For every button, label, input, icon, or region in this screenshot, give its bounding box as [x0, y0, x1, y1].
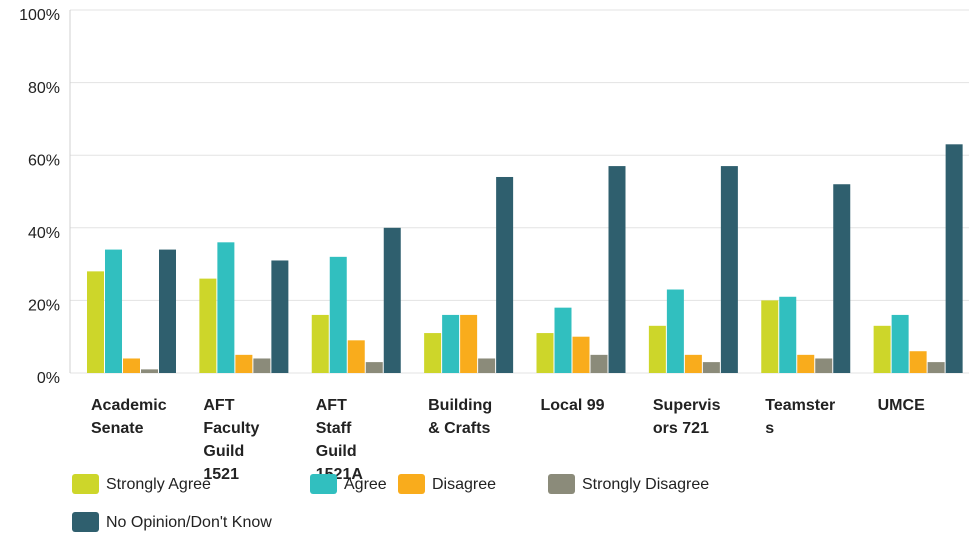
legend-swatch: [398, 474, 425, 494]
legend-swatch: [72, 474, 99, 494]
bar: [873, 325, 891, 373]
y-tick-label: 0%: [37, 370, 60, 387]
x-tick-label: AFT Faculty Guild 1521: [203, 397, 259, 483]
legend-label: Agree: [344, 476, 387, 493]
bar: [87, 271, 104, 373]
bar: [945, 144, 963, 373]
bar: [199, 278, 217, 373]
x-tick-label: Academic Senate: [91, 397, 167, 437]
bar: [383, 227, 401, 373]
legend-label: Strongly Disagree: [582, 476, 709, 493]
y-tick-label: 60%: [28, 152, 60, 169]
bar: [684, 354, 702, 373]
bar: [554, 307, 572, 373]
bar: [779, 296, 797, 373]
x-tick-label: Teamster s: [765, 397, 835, 437]
legend-swatch: [548, 474, 575, 494]
bar: [424, 333, 442, 373]
bar: [460, 314, 478, 373]
bar: [159, 249, 176, 373]
bar: [105, 249, 122, 373]
bar: [365, 362, 383, 373]
bar: [590, 354, 608, 373]
bar: [648, 325, 666, 373]
bar: [496, 176, 514, 373]
bar: [253, 358, 271, 373]
legend-label: Disagree: [432, 476, 496, 493]
bar: [815, 358, 833, 373]
legend-swatch: [310, 474, 337, 494]
legend-label: No Opinion/Don't Know: [106, 514, 272, 531]
bar: [311, 314, 329, 373]
bar: [702, 362, 720, 373]
x-tick-label: UMCE: [878, 397, 925, 414]
bar: [761, 300, 779, 373]
x-tick-label: AFT Staff Guild 1521A: [316, 397, 364, 483]
bar: [329, 256, 347, 373]
bar: [720, 166, 738, 373]
bar: [271, 260, 289, 373]
bar: [572, 336, 590, 373]
y-tick-label: 80%: [28, 80, 60, 97]
bar: [217, 242, 235, 373]
x-tick-label: Building & Crafts: [428, 397, 492, 437]
y-tick-label: 40%: [28, 225, 60, 242]
bar: [833, 184, 851, 373]
x-tick-label: Supervis ors 721: [653, 397, 721, 437]
bar: [123, 358, 140, 373]
bar: [478, 358, 496, 373]
bar: [797, 354, 815, 373]
bar: [442, 314, 460, 373]
bar: [909, 351, 927, 373]
bar: [141, 369, 158, 373]
bar: [927, 362, 945, 373]
bar: [536, 333, 554, 373]
y-tick-label: 20%: [28, 298, 60, 315]
bar: [608, 166, 626, 373]
legend-label: Strongly Agree: [106, 476, 211, 493]
x-tick-label: Local 99: [541, 397, 605, 414]
bar: [235, 354, 253, 373]
bar: [666, 289, 684, 373]
bar: [347, 340, 365, 373]
bar: [891, 314, 909, 373]
y-tick-label: 100%: [19, 7, 60, 24]
legend-swatch: [72, 512, 99, 532]
